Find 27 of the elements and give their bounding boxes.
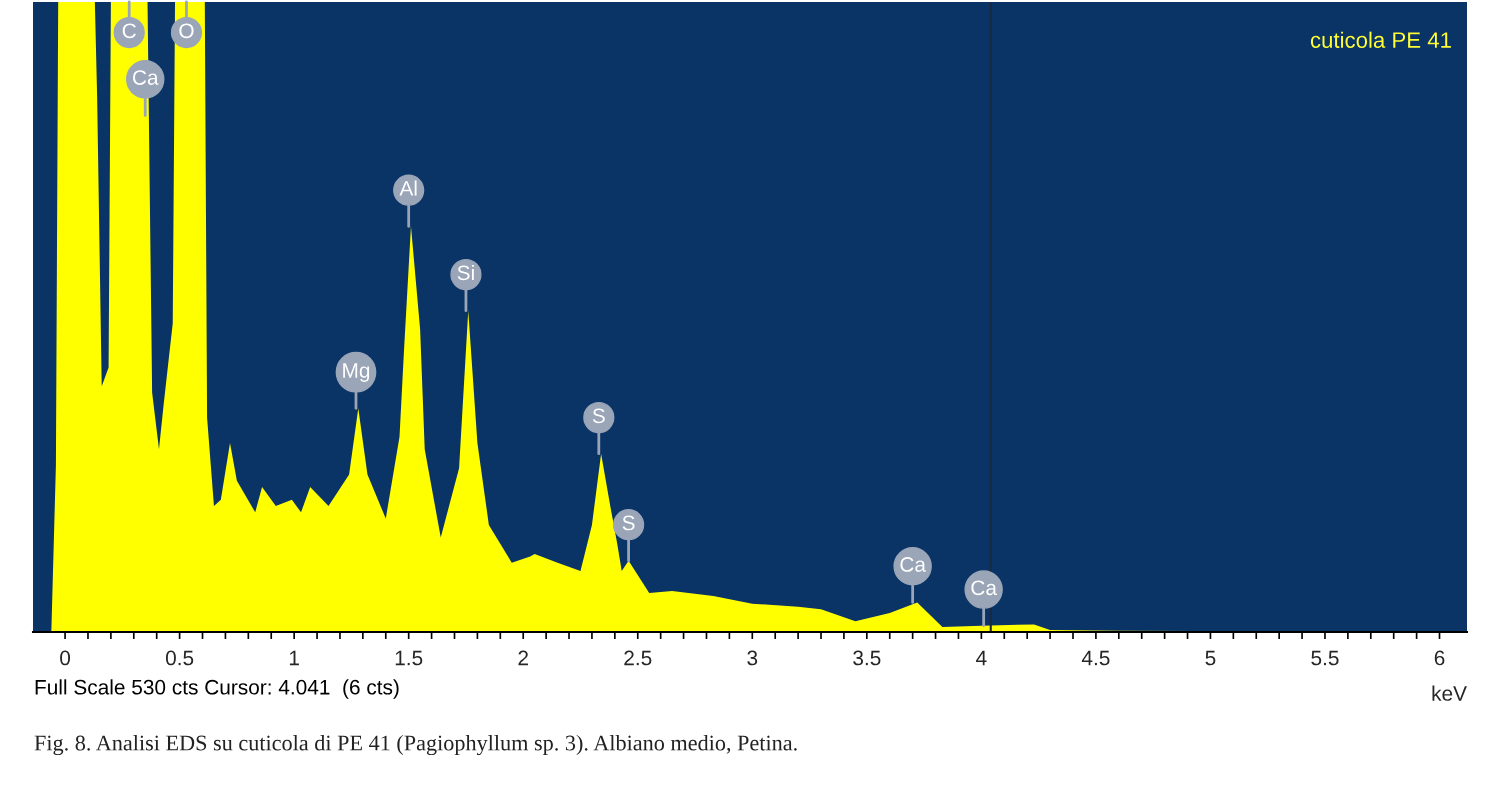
x-tick-label: 0	[60, 650, 71, 666]
annotation: cuticola PE 41	[1310, 31, 1451, 48]
annotation: Ca	[132, 70, 159, 85]
x-tick-label: 3	[747, 650, 758, 666]
annotation: Mg	[343, 363, 370, 382]
annotation: Ca	[971, 580, 997, 596]
annotation: S	[592, 408, 605, 424]
annotation: C	[122, 23, 136, 39]
text: Full Scale 530 cts Cursor: 4.041 (6 cts)	[35, 679, 399, 699]
x-axis-title: keV	[1432, 685, 1467, 701]
x-tick-label: 5.5	[1311, 650, 1339, 666]
caption: Fig. 8. Analisi EDS su cuticola di PE 41 (Pagiophyllum sp. 3). Albiano medio, Petina.	[34, 734, 797, 756]
x-tick-label: 5	[1205, 650, 1216, 666]
x-tick-label: 6	[1434, 650, 1445, 666]
annotation: S	[622, 515, 635, 531]
x-tick-label: 0.5	[165, 650, 194, 666]
x-tick-label: 4.5	[1081, 650, 1110, 666]
x-tick-label: 2	[518, 650, 528, 666]
x-tick-label: 4	[976, 650, 987, 666]
x-tick-label: 1.5	[395, 650, 423, 666]
x-tick-label: 3.5	[853, 650, 881, 666]
annotation: O	[179, 23, 194, 39]
x-tick-label: 1	[289, 650, 299, 666]
annotation: Al	[399, 180, 417, 196]
annotation: Si	[457, 264, 474, 281]
annotation: Ca	[900, 557, 926, 572]
x-tick-label: 2.5	[624, 650, 652, 666]
